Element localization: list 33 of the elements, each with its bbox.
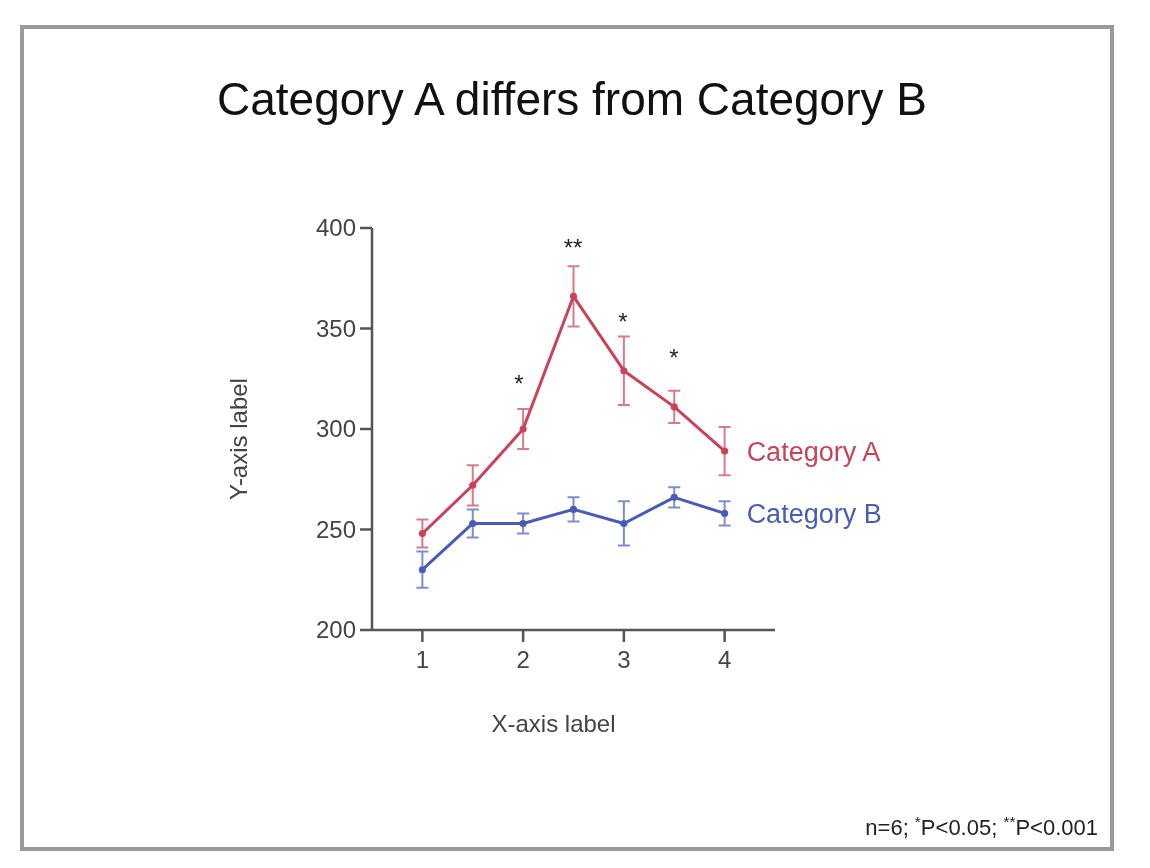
- annotation: *: [618, 308, 628, 335]
- point: [469, 519, 477, 528]
- y-tick-label: 300: [315, 415, 356, 443]
- x-tick-label: 1: [415, 646, 430, 673]
- point: [721, 447, 729, 455]
- y-tick-label: 200: [315, 616, 356, 644]
- series-label: Category A: [746, 436, 881, 467]
- point: [721, 509, 729, 517]
- point: [569, 505, 578, 513]
- annotation: *: [514, 370, 524, 397]
- point: [469, 481, 477, 489]
- x-axis-title: X-axis label: [491, 710, 616, 737]
- point: [670, 493, 678, 501]
- point: [620, 367, 628, 375]
- series-label: Category B: [746, 498, 882, 529]
- annotation: **: [563, 234, 583, 261]
- x-tick-label: 3: [617, 646, 631, 673]
- y-axis-title: Y-axis label: [225, 378, 252, 500]
- text: n=6; $^{*}$P<0.05; $^{**}$P<0.001: [865, 812, 1098, 840]
- point: [569, 292, 578, 300]
- point: [620, 519, 628, 528]
- annotation: *: [669, 344, 679, 371]
- x-tick-label: 2: [516, 646, 530, 673]
- y-tick-label: 400: [315, 214, 356, 242]
- point: [418, 566, 426, 574]
- point: [418, 529, 426, 538]
- chart-title: Category A differs from Category B: [217, 73, 927, 125]
- point: [519, 425, 527, 433]
- x-tick-label: 4: [717, 646, 732, 673]
- y-tick-label: 250: [315, 515, 356, 543]
- point: [519, 519, 527, 528]
- point: [670, 403, 678, 411]
- y-tick-label: 350: [315, 314, 356, 342]
